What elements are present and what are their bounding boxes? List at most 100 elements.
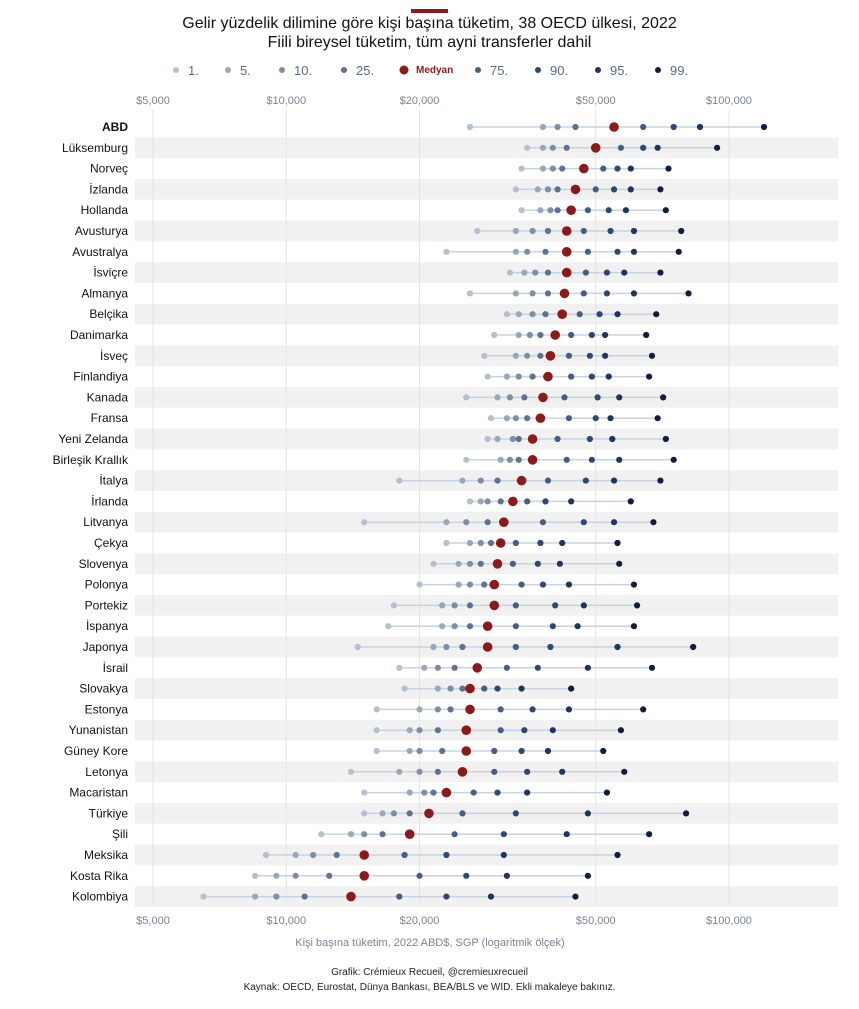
percentile-point: [459, 810, 466, 817]
percentile-point: [627, 186, 634, 193]
percentile-point: [544, 477, 552, 484]
country-row: Litvanya: [83, 515, 657, 529]
percentile-point: [481, 685, 488, 692]
median-point: [346, 891, 356, 902]
percentile-point: [610, 477, 618, 484]
median-point: [557, 309, 568, 320]
percentile-point: [714, 144, 721, 151]
country-label: Kanada: [87, 390, 129, 404]
percentile-point: [580, 290, 587, 297]
percentile-point: [439, 602, 446, 609]
percentile-point: [670, 456, 677, 463]
country-label: Hollanda: [81, 203, 129, 217]
percentile-point: [633, 602, 641, 609]
percentile-point: [584, 207, 591, 214]
percentile-point: [434, 664, 441, 671]
percentile-point: [512, 227, 519, 235]
percentile-point: [537, 352, 544, 359]
percentile-point: [512, 352, 519, 359]
percentile-point: [653, 311, 660, 318]
country-label: ABD: [102, 120, 128, 134]
percentile-point: [537, 331, 544, 339]
percentile-point: [565, 706, 573, 713]
country-label: Danimarka: [70, 328, 128, 342]
percentile-point: [443, 539, 450, 547]
country-row: Çekya: [94, 536, 621, 550]
percentile-point: [559, 539, 566, 547]
percentile-point: [466, 623, 474, 630]
percentile-point: [487, 415, 495, 422]
x-tick-label-top: $100,000: [706, 95, 752, 107]
row-stripe: [135, 179, 838, 200]
percentile-point: [200, 893, 207, 900]
percentile-point: [506, 394, 514, 401]
percentile-point: [614, 851, 621, 859]
median-point: [559, 288, 570, 299]
median-point: [457, 767, 468, 777]
percentile-point: [481, 352, 488, 359]
percentile-point: [580, 227, 587, 235]
percentile-point: [361, 810, 368, 817]
percentile-point: [512, 602, 519, 609]
percentile-point: [554, 435, 561, 443]
legend-label-4: 25.: [356, 63, 374, 78]
percentile-point: [509, 435, 516, 443]
percentile-point: [648, 664, 656, 671]
percentile-point: [430, 643, 437, 651]
median-point: [570, 184, 581, 195]
percentile-point: [607, 227, 614, 235]
country-row: Şili: [112, 827, 653, 841]
x-tick-label-bottom: $100,000: [706, 915, 752, 927]
percentile-point: [685, 290, 692, 297]
country-rows: ABD Lüksemburg Norveç İzlanda Hollanda Avustu…: [53, 120, 768, 904]
row-stripe: [135, 137, 838, 159]
chart-subtitle: Fiili bireysel tüketim, tüm ayni transfe…: [267, 34, 592, 51]
median-point: [404, 829, 415, 839]
country-label: Yunanistan: [69, 723, 128, 737]
country-label: Almanya: [81, 286, 128, 300]
percentile-point: [582, 269, 589, 276]
percentile-point: [474, 227, 481, 235]
percentile-point: [565, 415, 573, 422]
percentile-point: [524, 248, 531, 255]
country-row: Lüksemburg: [62, 141, 721, 155]
percentile-point: [596, 311, 603, 318]
percentile-point: [459, 685, 466, 692]
median-point: [461, 725, 472, 735]
country-row: Belçika: [89, 307, 660, 321]
percentile-point: [390, 602, 397, 609]
country-label: Litvanya: [83, 515, 128, 529]
percentile-point: [630, 290, 638, 297]
percentile-point: [568, 373, 575, 380]
percentile-point: [521, 727, 528, 734]
percentile-point: [515, 331, 522, 339]
percentile-point: [491, 331, 498, 339]
percentile-point: [549, 623, 556, 630]
percentile-point: [506, 456, 514, 463]
percentile-point: [605, 207, 612, 214]
percentile-point: [463, 519, 470, 526]
legend-marker-1: [173, 67, 179, 73]
country-label: Birleşik Krallık: [53, 453, 129, 467]
legend-marker-6: [475, 67, 481, 73]
percentile-point: [582, 477, 589, 484]
percentile-point: [568, 685, 575, 692]
percentile-point: [406, 810, 413, 817]
legend-label-9: 99.: [670, 63, 688, 78]
percentile-point: [326, 872, 333, 879]
percentile-point: [463, 872, 470, 879]
percentile-point: [544, 186, 552, 193]
percentile-point: [515, 311, 522, 318]
percentile-point: [614, 539, 621, 547]
percentile-point: [406, 747, 413, 755]
percentile-point: [518, 165, 525, 172]
x-tick-label-bottom: $20,000: [400, 915, 440, 927]
median-point: [441, 787, 452, 798]
percentile-point: [406, 789, 413, 796]
percentile-point: [430, 789, 437, 796]
country-row: Norveç: [90, 162, 672, 176]
percentile-point: [657, 269, 664, 276]
percentile-point: [512, 248, 519, 255]
grid-lines: [152, 110, 730, 906]
country-row: İtalya: [99, 474, 664, 488]
